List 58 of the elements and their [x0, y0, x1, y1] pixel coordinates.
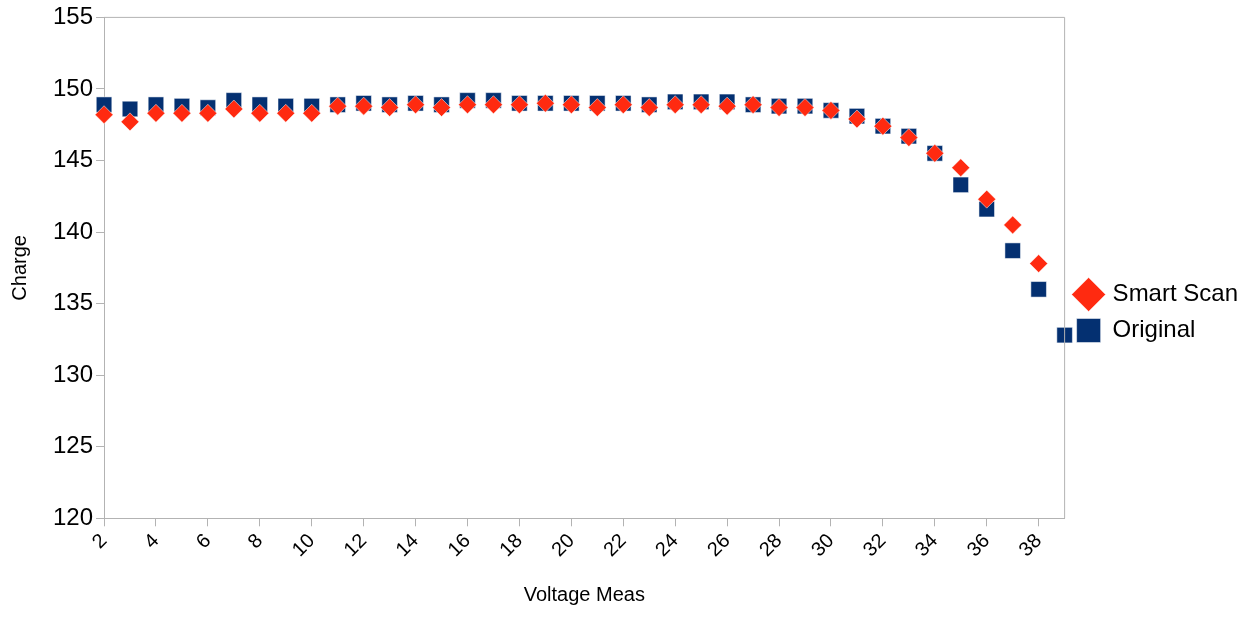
y-tick-label: 155: [53, 2, 94, 30]
point: [1030, 281, 1047, 298]
legend-label: Smart Scan: [1112, 279, 1239, 307]
point: [1004, 242, 1021, 259]
point: [302, 104, 321, 123]
point: [224, 99, 244, 119]
x-tick-label: 18: [494, 528, 527, 561]
point: [380, 98, 399, 117]
y-tick-label: 120: [53, 502, 94, 530]
point: [588, 98, 607, 117]
y-tick-label: 140: [53, 216, 94, 244]
point: [432, 98, 451, 117]
point: [977, 189, 996, 209]
x-tick-label: 24: [650, 528, 682, 561]
x-tick-label: 26: [702, 528, 734, 561]
point: [1056, 327, 1073, 344]
x-tick-label: 6: [191, 528, 215, 553]
point: [120, 112, 140, 132]
point: [250, 104, 270, 123]
x-tick-label: 30: [806, 528, 838, 561]
y-tick-label: 135: [53, 288, 94, 316]
point: [276, 104, 296, 123]
point: [951, 158, 971, 177]
x-tick-label: 12: [339, 528, 371, 561]
point: [665, 95, 685, 114]
x-tick-label: 32: [858, 528, 890, 561]
x-tick-label: 2: [87, 528, 111, 553]
point: [94, 105, 114, 124]
point: [717, 96, 737, 116]
point: [1003, 215, 1022, 235]
x-tick-label: 4: [139, 528, 163, 553]
legend-label: Original: [1112, 315, 1196, 343]
point: [172, 104, 192, 123]
point: [146, 104, 166, 123]
point: [458, 95, 477, 114]
point: [691, 95, 711, 114]
x-tick-label: 28: [754, 528, 786, 561]
y-tick-label: 150: [53, 73, 94, 101]
point: [1029, 254, 1048, 273]
point: [198, 104, 218, 123]
x-tick-label: 36: [962, 528, 994, 561]
y-tick-label: 125: [53, 431, 94, 459]
point: [484, 95, 503, 114]
point: [639, 98, 659, 117]
x-axis-title: Voltage Meas: [523, 582, 645, 605]
y-axis-title: Charge: [7, 235, 30, 301]
x-tick-label: 10: [287, 528, 319, 561]
x-tick-label: 16: [442, 528, 475, 561]
x-tick-label: 8: [243, 528, 267, 553]
x-tick-label: 22: [598, 528, 630, 561]
y-tick-label: 130: [53, 359, 94, 387]
point: [952, 176, 969, 193]
point: [354, 96, 373, 116]
x-tick-label: 20: [546, 528, 579, 561]
x-tick-label: 14: [391, 528, 423, 561]
y-tick-label: 145: [53, 145, 94, 173]
x-tick-label: 38: [1014, 528, 1046, 561]
x-tick-label: 34: [910, 528, 942, 561]
